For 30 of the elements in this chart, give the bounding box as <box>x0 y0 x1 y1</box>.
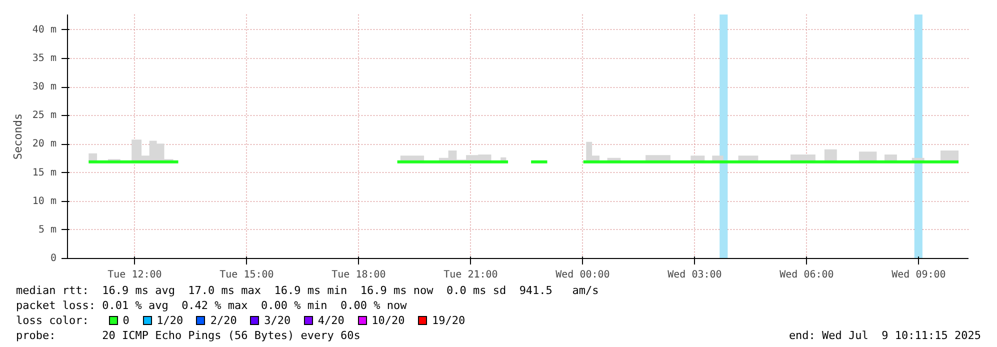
y-tick-label: 15 m <box>32 167 57 178</box>
legend-label: 10/20 <box>372 314 405 327</box>
x-tick-label: Tue 12:00 <box>108 270 162 280</box>
legend-label: 4/20 <box>318 314 344 327</box>
x-tick-label: Wed 03:00 <box>668 270 722 280</box>
y-tick-label: 40 m <box>32 24 57 36</box>
text: probe: 20 ICMP Echo Pings (56 Bytes) every 60s <box>16 328 360 343</box>
x-tick-label: Tue 21:00 <box>444 270 498 280</box>
x-tick-label: Wed 00:00 <box>556 270 610 280</box>
y-tick-label: 20 m <box>32 138 57 150</box>
y-tick-label: 30 m <box>32 82 57 93</box>
legend-label: 2/20 <box>210 314 237 327</box>
text: median rtt: 16.9 ms avg 17.0 ms max 16.9 ms min 16.9 ms now 0.0 ms sd 941.5 am/s <box>16 283 600 298</box>
y-axis-title: Seconds <box>11 113 24 160</box>
y-tick-label: 35 m <box>32 53 57 64</box>
y-tick-label: 0 <box>50 253 57 264</box>
legend-title: loss color: <box>16 314 89 327</box>
text: packet loss: 0.01 % avg 0.42 % max 0.00 % min 0.00 % now <box>16 298 408 313</box>
legend-label: 1/20 <box>156 314 184 327</box>
y-tick-label: 25 m <box>32 110 57 122</box>
y-tick-label: 10 m <box>32 196 57 207</box>
text: end: Wed Jul 9 10:11:15 2025 <box>788 328 981 343</box>
legend-label: 0 <box>122 314 130 327</box>
legend-label: 3/20 <box>264 314 291 327</box>
x-tick-label: Tue 15:00 <box>220 270 274 280</box>
y-tick-label: 5 m <box>38 224 56 236</box>
x-tick-label: Wed 06:00 <box>780 270 834 280</box>
x-tick-label: Tue 18:00 <box>332 270 386 280</box>
x-tick-label: Wed 09:00 <box>892 270 946 280</box>
legend-label: 19/20 <box>432 314 466 327</box>
